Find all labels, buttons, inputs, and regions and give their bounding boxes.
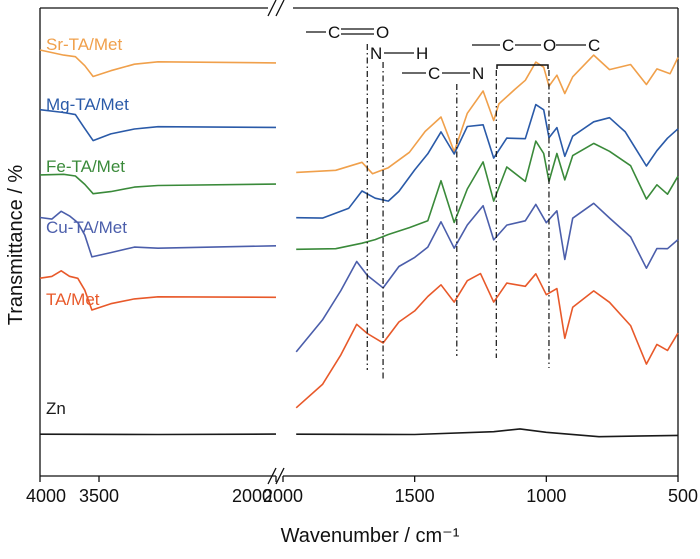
series-label-zn: Zn [46, 399, 66, 418]
chem-label-nh: N H [370, 44, 428, 63]
x-tick-label-2000-left: 2000 [232, 486, 272, 506]
series-label-cu-ta-met: Cu-TA/Met [46, 218, 127, 237]
chem-coc-o: O [543, 36, 556, 55]
y-axis-title: Transmittance / % [5, 165, 27, 326]
chem-co-c: C [328, 23, 340, 42]
x-tick-label-1500: 1500 [395, 486, 435, 506]
chem-nh-h: H [416, 44, 428, 63]
series-label-ta-met: TA/Met [46, 290, 100, 309]
series-layer: Sr-TA/Met Mg-TA/Met Fe-TA/Met Cu-TA/Met TA/M… [40, 35, 678, 437]
series-label-sr-ta-met: Sr-TA/Met [46, 35, 122, 54]
chem-label-cn: C N [402, 64, 484, 83]
x-tick-label-3500: 3500 [79, 486, 119, 506]
series-fe-ta-met-left [40, 174, 276, 193]
chem-label-co: C O [306, 23, 389, 42]
axis-break-mark-top-a [268, 0, 276, 16]
axis-break-mark-top-b [276, 0, 284, 16]
series-fe-ta-met-right [296, 141, 678, 249]
chem-co-o: O [376, 23, 389, 42]
chem-cn-c: C [428, 64, 440, 83]
series-zn-right [296, 429, 678, 437]
series-label-mg-ta-met: Mg-TA/Met [46, 95, 129, 114]
series-mg-ta-met-right [296, 105, 678, 219]
plot-frame [40, 0, 678, 484]
series-sr-ta-met-right [296, 55, 678, 174]
x-tick-label-1000: 1000 [526, 486, 566, 506]
x-axis-title: Wavenumber / cm⁻¹ [281, 525, 460, 547]
series-mg-ta-met-left [40, 110, 276, 141]
chem-nh-n: N [370, 44, 382, 63]
chem-coc-c1: C [502, 36, 514, 55]
x-tick-label-500: 500 [668, 486, 698, 506]
series-label-fe-ta-met: Fe-TA/Met [46, 157, 125, 176]
x-tick-label-4000: 4000 [26, 486, 66, 506]
chem-cn-n: N [472, 64, 484, 83]
chem-label-coc: C O C [472, 36, 600, 69]
series-ta-met-right [296, 274, 678, 408]
chem-coc-c2: C [588, 36, 600, 55]
